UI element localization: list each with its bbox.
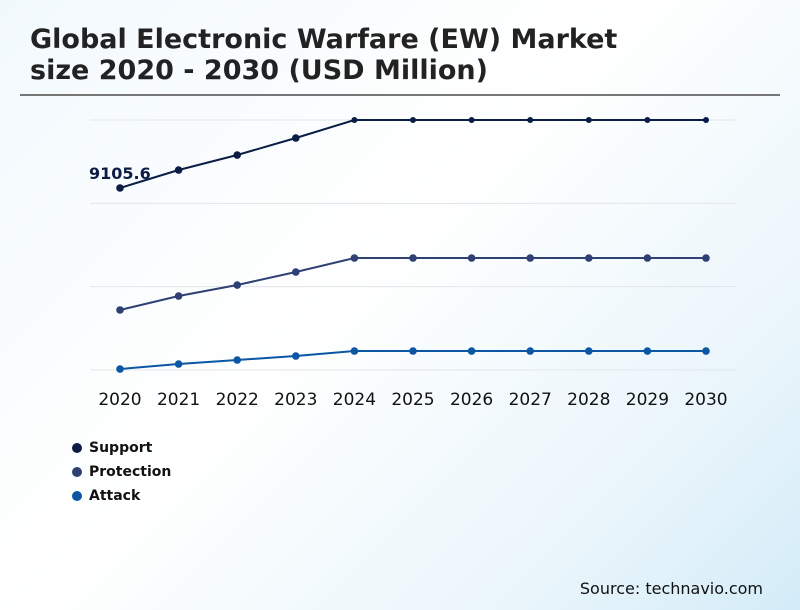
data-point — [292, 268, 300, 276]
x-tick-label: 2028 — [567, 390, 610, 410]
data-point — [467, 347, 476, 355]
data-point — [409, 254, 417, 262]
legend-dot-icon — [72, 443, 82, 453]
x-tick-label: 2029 — [626, 390, 669, 410]
line-chart: 2020 2021 2022 2023 2024 2025 2026 2027 2028 2029… — [89, 117, 736, 410]
title-divider — [20, 94, 780, 96]
data-point — [292, 134, 300, 142]
title-line-2: size 2020 - 2030 (USD Million) — [30, 55, 488, 86]
data-point — [350, 254, 359, 262]
data-point — [644, 117, 651, 123]
legend-dot-icon — [72, 491, 82, 501]
x-tick-label: 2025 — [391, 390, 434, 410]
series-line-protection — [119, 257, 706, 311]
x-tick-label: 2022 — [216, 390, 259, 410]
data-point — [702, 254, 710, 262]
data-point — [409, 347, 417, 355]
data-point — [643, 347, 652, 355]
x-tick-label: 2026 — [450, 390, 493, 410]
data-point — [585, 117, 592, 123]
data-point — [351, 117, 358, 123]
legend-item: Protection — [72, 460, 171, 484]
data-point — [174, 166, 183, 174]
data-point — [410, 117, 416, 123]
legend-label: Attack — [89, 488, 141, 504]
legend-label: Protection — [89, 464, 172, 480]
data-point — [116, 365, 124, 373]
x-tick-label: 2023 — [274, 390, 317, 410]
x-tick-label: 2020 — [98, 390, 141, 410]
data-point — [643, 254, 652, 262]
data-point — [585, 347, 593, 355]
x-tick-label: 2024 — [333, 390, 376, 410]
legend-item: Support — [72, 436, 171, 460]
data-point — [292, 352, 300, 360]
chart-title: Global Electronic Warfare (EW) Market si… — [30, 24, 617, 86]
x-tick-label: 2030 — [684, 390, 727, 410]
legend-dot-icon — [72, 467, 82, 477]
data-point — [703, 117, 709, 123]
data-point — [585, 254, 593, 262]
data-point — [526, 347, 534, 355]
data-point — [467, 254, 476, 262]
legend-label: Support — [89, 440, 153, 456]
legend-item: Attack — [72, 484, 171, 508]
data-point — [526, 254, 534, 262]
data-point — [233, 151, 241, 159]
data-point — [174, 360, 183, 368]
data-point — [116, 306, 124, 314]
series-line-support — [119, 119, 706, 189]
legend: Support Protection Attack — [72, 436, 171, 508]
data-point — [527, 117, 534, 123]
x-tick-label: 2021 — [157, 390, 200, 410]
data-point — [702, 347, 710, 355]
title-line-1: Global Electronic Warfare (EW) Market — [30, 24, 618, 55]
data-point — [233, 281, 241, 289]
data-point — [233, 356, 241, 364]
data-point — [174, 292, 183, 300]
data-label: 9105.6 — [89, 164, 151, 183]
data-point — [116, 184, 124, 192]
data-point — [350, 347, 359, 355]
data-point — [468, 117, 475, 123]
source-text: Source: technavio.com — [579, 579, 763, 598]
x-tick-label: 2027 — [509, 390, 552, 410]
